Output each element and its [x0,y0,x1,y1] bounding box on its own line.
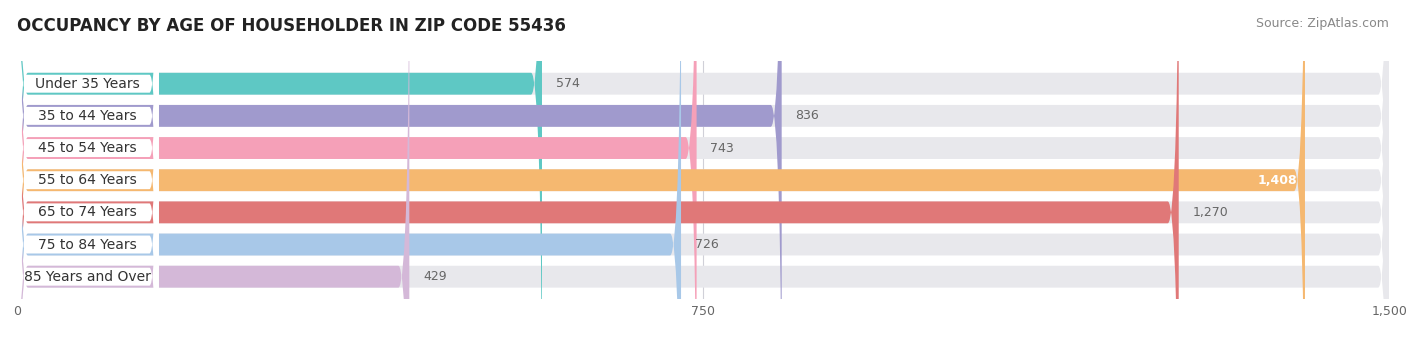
Text: 1,270: 1,270 [1192,206,1229,219]
FancyBboxPatch shape [17,0,159,340]
Text: 1,408: 1,408 [1258,174,1298,187]
FancyBboxPatch shape [17,0,1389,340]
FancyBboxPatch shape [17,0,1389,340]
Text: 574: 574 [555,77,579,90]
Text: OCCUPANCY BY AGE OF HOUSEHOLDER IN ZIP CODE 55436: OCCUPANCY BY AGE OF HOUSEHOLDER IN ZIP C… [17,17,565,35]
FancyBboxPatch shape [17,0,681,340]
FancyBboxPatch shape [17,0,159,340]
Text: 85 Years and Over: 85 Years and Over [24,270,152,284]
Text: 45 to 54 Years: 45 to 54 Years [38,141,136,155]
FancyBboxPatch shape [17,0,409,340]
Text: 55 to 64 Years: 55 to 64 Years [38,173,138,187]
FancyBboxPatch shape [17,0,159,340]
Text: 726: 726 [695,238,718,251]
FancyBboxPatch shape [17,0,1389,340]
FancyBboxPatch shape [17,0,541,340]
FancyBboxPatch shape [17,0,159,340]
FancyBboxPatch shape [17,0,159,340]
Text: 836: 836 [796,109,820,122]
FancyBboxPatch shape [17,0,782,340]
Text: Under 35 Years: Under 35 Years [35,77,141,91]
FancyBboxPatch shape [17,0,159,340]
FancyBboxPatch shape [17,0,696,340]
FancyBboxPatch shape [17,0,1305,340]
FancyBboxPatch shape [17,0,1389,340]
Text: 35 to 44 Years: 35 to 44 Years [38,109,136,123]
Text: 65 to 74 Years: 65 to 74 Years [38,205,138,219]
Text: Source: ZipAtlas.com: Source: ZipAtlas.com [1256,17,1389,30]
Text: 429: 429 [423,270,447,283]
Text: 75 to 84 Years: 75 to 84 Years [38,238,138,252]
FancyBboxPatch shape [17,0,1389,340]
Text: 743: 743 [710,141,734,155]
FancyBboxPatch shape [17,0,159,340]
FancyBboxPatch shape [17,0,1389,340]
FancyBboxPatch shape [17,0,1178,340]
FancyBboxPatch shape [17,0,1389,340]
